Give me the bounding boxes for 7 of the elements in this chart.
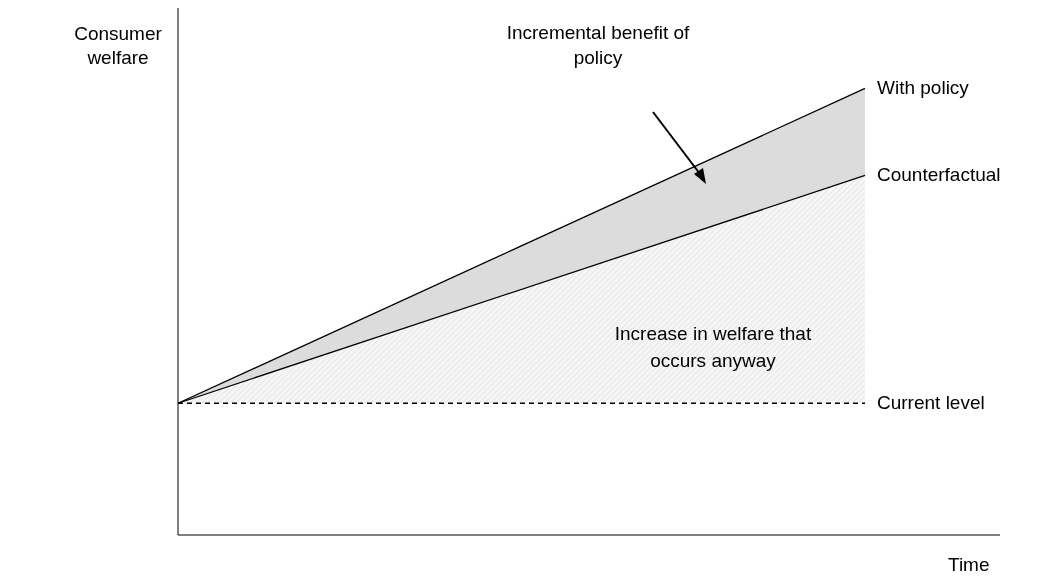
x-axis-title: Time [948,554,990,576]
series-label: Current level [877,392,985,414]
y-axis-title: Consumer welfare [73,22,163,70]
series-label: Counterfactual [877,164,1001,186]
series-label: With policy [877,77,970,99]
annotation: Increase in welfare that occurs anyway [613,322,813,373]
text: Incremental benefit of policy [505,21,691,70]
